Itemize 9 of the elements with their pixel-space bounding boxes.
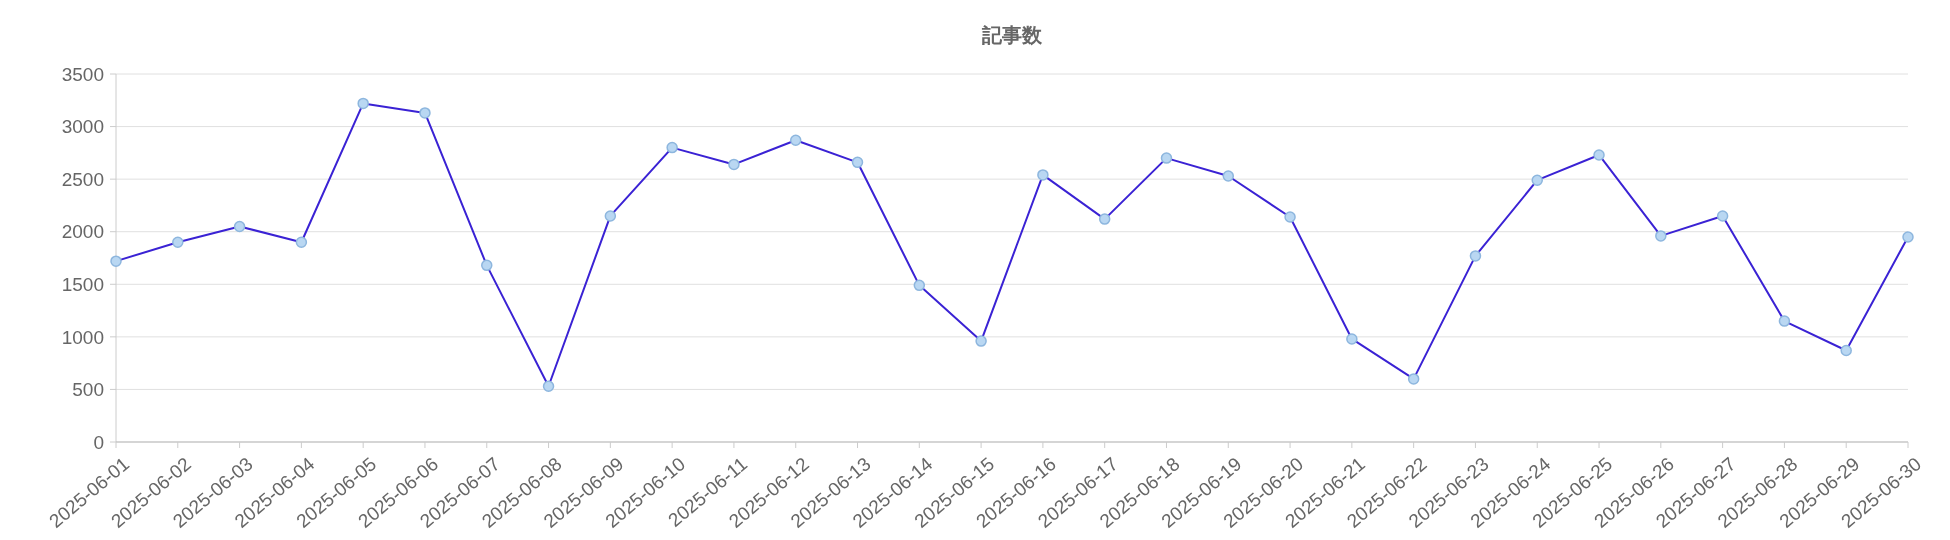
y-tick-label: 3500 <box>61 63 104 85</box>
y-tick-label: 2000 <box>61 221 104 243</box>
y-tick-label: 3000 <box>61 116 104 138</box>
y-tick-label: 2500 <box>61 168 104 190</box>
y-tick-label: 0 <box>93 431 104 453</box>
y-tick-label: 1500 <box>61 273 104 295</box>
chart-title: 記事数 <box>981 24 1043 46</box>
y-tick-label: 1000 <box>61 326 104 348</box>
y-tick-label: 500 <box>72 379 104 401</box>
